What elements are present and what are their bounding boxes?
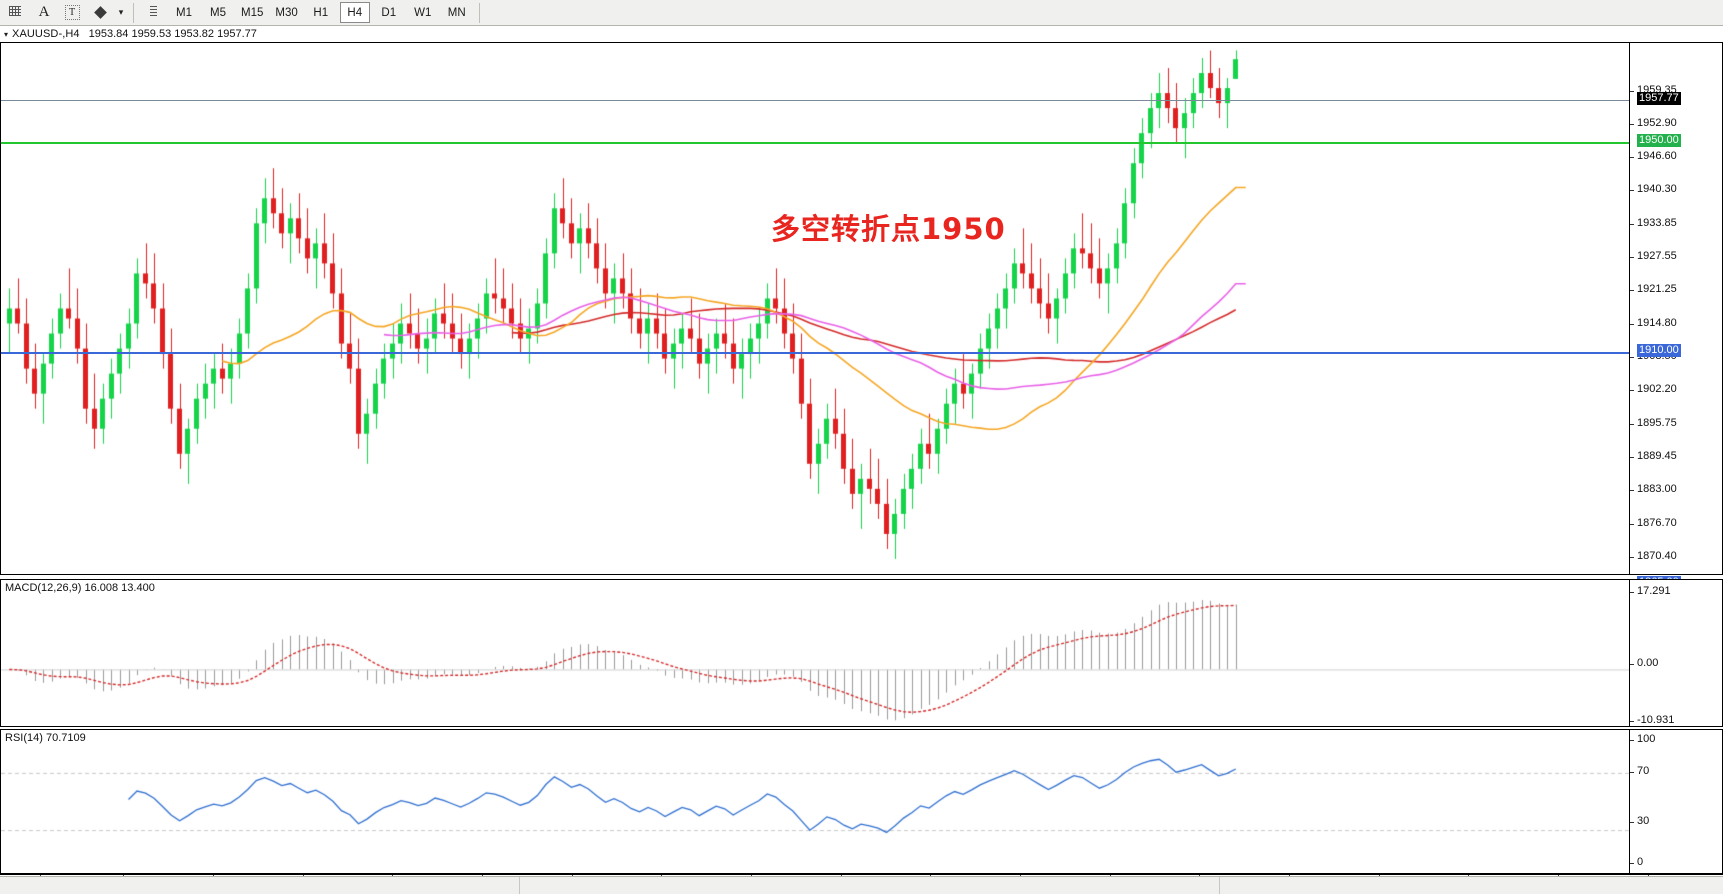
green-level-label[interactable]: 1950.00 <box>1630 134 1722 147</box>
price-tick-label: 1883.00 <box>1637 483 1677 495</box>
price-tick: 1940.30 <box>1630 183 1722 195</box>
price-tick: 1933.85 <box>1630 217 1722 229</box>
price-tick: 1895.75 <box>1630 417 1722 429</box>
price-tick: 1889.45 <box>1630 450 1722 462</box>
rsi-panel[interactable]: RSI(14) 70.7109 100 70 30 0 <box>0 729 1723 874</box>
price-tick: 1952.90 <box>1630 117 1722 129</box>
price-tick: 1946.60 <box>1630 150 1722 162</box>
timeframe-d1[interactable]: D1 <box>381 6 397 19</box>
price-tick-label: 1895.75 <box>1637 417 1677 429</box>
toolbar-divider <box>133 2 134 23</box>
macd-axis[interactable]: 17.291 0.00 -10.931 <box>1629 580 1722 726</box>
price-tick: 1902.20 <box>1630 383 1722 395</box>
macd-canvas <box>1 580 1629 726</box>
text-A-icon[interactable]: A <box>38 4 50 20</box>
timeframe-group-icon <box>139 2 167 24</box>
price-tick-label: 1876.70 <box>1637 517 1677 529</box>
price-tick-label: 1927.55 <box>1637 250 1677 262</box>
macd-axis-tick: -10.931 <box>1630 714 1722 726</box>
text-label-icon[interactable]: T <box>58 2 86 24</box>
level-1910[interactable] <box>1 352 1629 354</box>
price-tick: 1914.80 <box>1630 317 1722 329</box>
text-label-icon-glyph: T <box>64 5 80 20</box>
macd-axis-tick-label: -10.931 <box>1637 714 1675 726</box>
timeframe-m15[interactable]: M15 <box>241 6 264 19</box>
symbol-info-bar: ▾ XAUUSD-,H4 1953.84 1959.53 1953.82 195… <box>0 26 1723 42</box>
price-tick: 1908.50 <box>1630 350 1722 362</box>
price-tick-label: 1952.90 <box>1637 117 1677 129</box>
timeframe-h1[interactable]: H1 <box>313 6 329 19</box>
rsi-canvas <box>1 730 1629 873</box>
timeframe-h4[interactable]: H4 <box>339 2 370 23</box>
blue-level-1910-label[interactable]: 1910.00 <box>1630 344 1722 357</box>
rsi-axis-tick: 30 <box>1630 815 1722 827</box>
macd-plot[interactable] <box>1 580 1629 726</box>
status-segment-1 <box>0 877 520 894</box>
macd-axis-tick: 17.291 <box>1630 585 1722 597</box>
rsi-axis-tick-label: 100 <box>1637 733 1656 745</box>
price-tick: 1883.00 <box>1630 483 1722 495</box>
objects-icon-glyph <box>93 6 107 19</box>
timeframe-mn[interactable]: MN <box>447 6 466 19</box>
price-panel[interactable]: 多空转折点1950 1959.35 1952.90 1946.60 1940.30 19… <box>0 42 1723 628</box>
rsi-axis-tick: 70 <box>1630 765 1722 777</box>
rsi-axis-tick: 100 <box>1630 733 1722 745</box>
price-tick-label: 1914.80 <box>1637 317 1677 329</box>
rsi-axis-tick-label: 70 <box>1637 765 1650 777</box>
chart-annotation: 多空转折点1950 <box>771 212 1006 246</box>
chevron-down-icon[interactable]: ▾ <box>118 7 124 17</box>
price-tick: 1927.55 <box>1630 250 1722 262</box>
level-1950[interactable] <box>1 142 1629 144</box>
chart-area[interactable]: 多空转折点1950 1959.35 1952.90 1946.60 1940.30 19… <box>0 42 1723 894</box>
blue-level-1910-label-text: 1910.00 <box>1637 344 1681 357</box>
macd-axis-tick-label: 0.00 <box>1637 657 1659 669</box>
timeframe-m30[interactable]: M30 <box>275 6 298 19</box>
ohlc-values: 1953.84 1959.53 1953.82 1957.77 <box>88 28 257 40</box>
grid-icon-glyph <box>9 6 23 19</box>
rsi-label: RSI(14) 70.7109 <box>5 732 89 744</box>
price-tick-label: 1902.20 <box>1637 383 1677 395</box>
price-tick-label: 1921.25 <box>1637 283 1677 295</box>
chevron-down-icon[interactable]: ▾ <box>4 29 9 39</box>
price-tick: 1921.25 <box>1630 283 1722 295</box>
rsi-axis-tick-label: 30 <box>1637 815 1650 827</box>
price-tick: 1870.40 <box>1630 550 1722 562</box>
current-price-label[interactable]: 1957.77 <box>1630 92 1722 105</box>
timeframe-m1[interactable]: M1 <box>176 6 192 19</box>
status-segment-2 <box>520 877 1220 894</box>
price-tick-label: 1946.60 <box>1637 150 1677 162</box>
price-tick-label: 1933.85 <box>1637 217 1677 229</box>
rsi-axis[interactable]: 100 70 30 0 <box>1629 730 1722 873</box>
rsi-plot[interactable] <box>1 730 1629 873</box>
current-price-line[interactable] <box>1 100 1629 101</box>
price-axis[interactable]: 1959.35 1952.90 1946.60 1940.30 1933.85 1927.… <box>1629 43 1722 628</box>
rsi-axis-tick: 0 <box>1630 856 1722 868</box>
macd-label: MACD(12,26,9) 16.008 13.400 <box>5 582 158 594</box>
toolbar-divider-2 <box>478 2 480 23</box>
green-level-label-text: 1950.00 <box>1637 134 1681 147</box>
objects-icon[interactable] <box>86 2 114 24</box>
price-tick: 1876.70 <box>1630 517 1722 529</box>
timeframe-w1[interactable]: W1 <box>414 6 432 19</box>
price-tick-label: 1940.30 <box>1637 183 1677 195</box>
macd-axis-tick: 0.00 <box>1630 657 1722 669</box>
current-price-label-text: 1957.77 <box>1637 92 1681 105</box>
price-tick-label: 1870.40 <box>1637 550 1677 562</box>
grid-icon[interactable] <box>2 2 30 24</box>
price-tick-label: 1889.45 <box>1637 450 1677 462</box>
symbol-name: XAUUSD-,H4 <box>12 28 80 40</box>
price-plot[interactable]: 多空转折点1950 <box>1 43 1629 574</box>
main-toolbar: A T ▾ M1 M5 M15 M30 H1 H4 D1 W1 MN <box>0 0 1723 26</box>
timeframe-buttons: M1 M5 M15 M30 H1 H4 D1 W1 MN <box>167 2 474 23</box>
macd-axis-tick-label: 17.291 <box>1637 585 1671 597</box>
timeframe-m5[interactable]: M5 <box>210 6 226 19</box>
macd-panel[interactable]: MACD(12,26,9) 16.008 13.400 17.291 0.00 -1… <box>0 579 1723 727</box>
status-bar <box>0 876 1723 894</box>
rsi-axis-tick-label: 0 <box>1637 856 1644 868</box>
candlestick-canvas <box>1 43 1629 574</box>
